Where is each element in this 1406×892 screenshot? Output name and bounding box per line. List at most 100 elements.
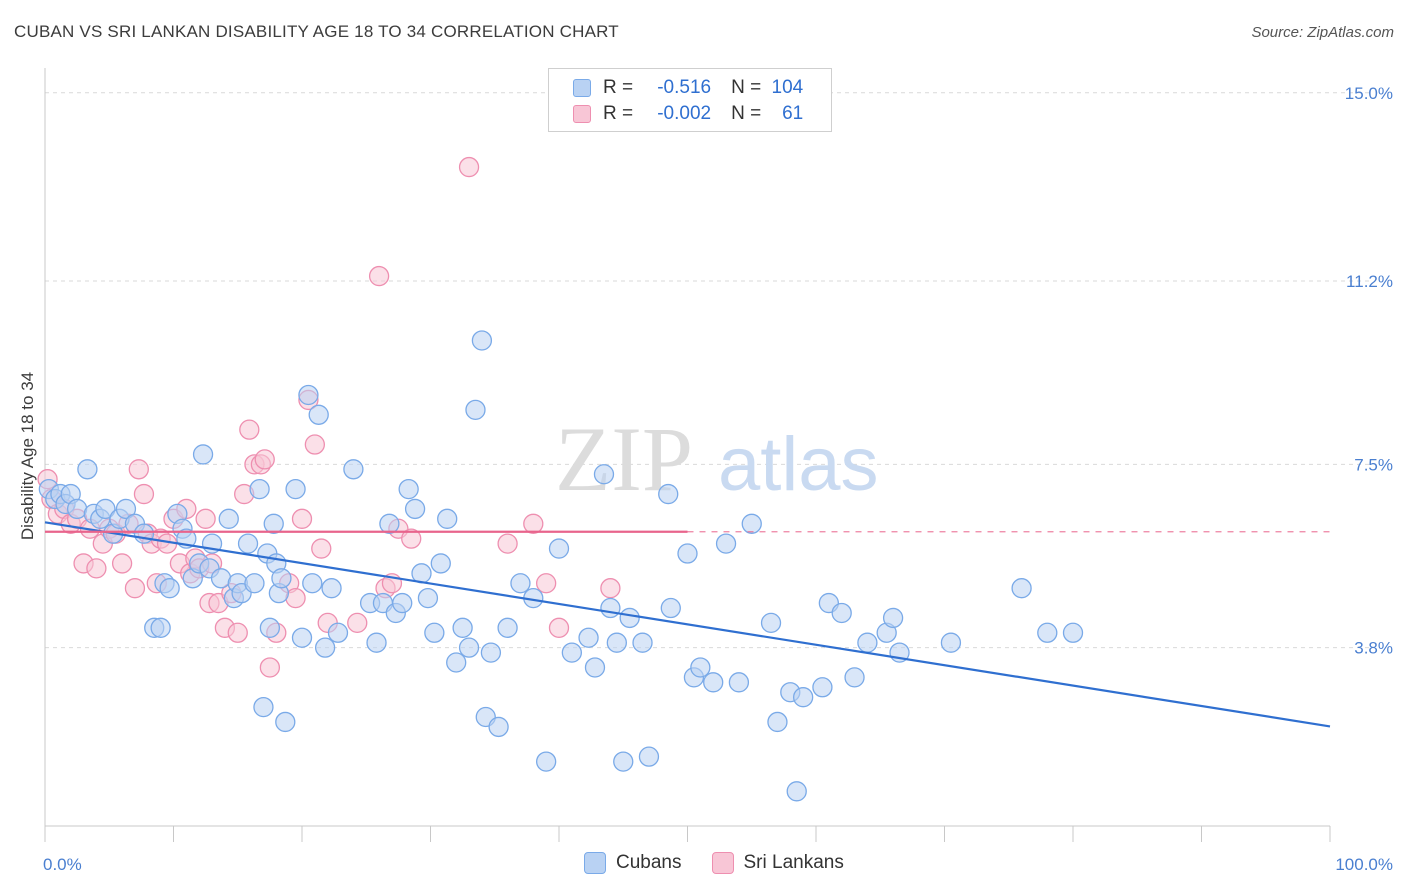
cubans-point	[660, 597, 681, 619]
cubans-legend-icon	[584, 852, 606, 874]
cubans-point	[638, 746, 660, 767]
cubans-point	[210, 568, 232, 589]
cubans-point	[465, 399, 486, 420]
cubans-point	[150, 617, 171, 638]
cubans-point	[497, 617, 518, 638]
sri-lankans-point	[254, 449, 275, 470]
sri-lankans-point	[600, 578, 621, 599]
cubans-point	[259, 617, 281, 638]
cubans-point	[244, 573, 265, 594]
cubans-point	[593, 464, 615, 485]
cubans-point	[115, 498, 137, 520]
axes	[44, 68, 1331, 842]
cubans-point	[703, 672, 724, 693]
sri-lankans-point	[536, 573, 557, 594]
sri-lankans-point	[368, 265, 390, 287]
cubans-point	[857, 632, 878, 653]
n-label: N =	[731, 77, 762, 98]
cubans-point	[430, 553, 451, 574]
sri-lankans-point	[497, 533, 518, 554]
cubans-point	[510, 573, 531, 594]
cubans-point	[1011, 578, 1032, 599]
cubans-point	[613, 751, 634, 772]
sri-lankans-point	[133, 483, 155, 505]
y-tick-label: 3.8%	[1354, 639, 1393, 658]
cubans-point	[253, 696, 274, 718]
cubans-point	[728, 672, 750, 693]
n-value: 104	[771, 77, 804, 98]
sri-lankans-point	[523, 513, 544, 534]
cubans-point	[1062, 622, 1084, 643]
cubans-point	[366, 632, 387, 653]
tick-labels: 3.8% 7.5% 11.2% 15.0% 0.0% 100.0% Disability A…	[18, 84, 1393, 874]
y-tick-label: 15.0%	[1345, 84, 1393, 103]
source-label: Source: ZipAtlas.com	[1251, 24, 1394, 41]
sri-lankans-point	[458, 156, 480, 178]
sri-lankans-point	[259, 657, 281, 678]
sri-lankans-point	[239, 419, 260, 440]
cubans-point	[249, 478, 270, 500]
cubans-point	[831, 602, 852, 624]
cubans-point	[424, 622, 445, 643]
r-label: R =	[603, 77, 634, 98]
cubans-point	[632, 632, 653, 653]
cubans-trend-line	[44, 521, 1331, 728]
cubans-point	[1037, 622, 1058, 643]
cubans-point	[452, 617, 473, 638]
watermark: ZIP atlas	[555, 408, 879, 510]
cubans-point	[285, 478, 306, 500]
cubans-point	[192, 444, 214, 465]
sri-lankans-point	[347, 612, 368, 634]
y-tick-label: 11.2%	[1346, 272, 1393, 291]
sri-lankans-point	[548, 617, 570, 638]
cubans-point	[584, 657, 606, 678]
chart-title: CUBAN VS SRI LANKAN DISABILITY AGE 18 TO…	[14, 22, 619, 41]
cubans-point	[760, 612, 782, 634]
cubans-point	[844, 667, 865, 688]
stats-legend: R = -0.516 N = 104 R = -0.002 N = 61	[548, 68, 832, 132]
cubans-point	[271, 568, 292, 589]
legend-item-sri-lankans[interactable]: Sri Lankans	[711, 852, 844, 874]
cubans-point	[77, 459, 98, 480]
cubans-point	[343, 459, 364, 480]
legend-item-cubans[interactable]: Cubans	[584, 852, 682, 874]
r-value: -0.516	[657, 77, 712, 98]
cubans-point	[321, 578, 342, 599]
cubans-point	[940, 632, 962, 653]
cubans-point	[263, 513, 284, 534]
cubans-point	[327, 622, 349, 643]
sri-lankans-point	[195, 508, 216, 529]
cubans-point	[302, 573, 323, 594]
cubans-point	[291, 627, 313, 648]
cubans-point	[404, 498, 426, 520]
trend-lines	[44, 521, 1331, 728]
cubans-point	[471, 330, 493, 351]
sri-lankans-point	[124, 578, 146, 599]
cubans-point	[298, 384, 319, 406]
cubans-point	[446, 652, 467, 673]
cubans-point	[488, 716, 509, 738]
x-tick-label: 100.0%	[1335, 855, 1393, 874]
cubans-point	[308, 404, 329, 425]
cubans-point	[66, 498, 88, 520]
cubans-point	[619, 607, 640, 629]
cubans-point	[379, 513, 400, 534]
cubans-point	[578, 627, 599, 648]
cubans-point	[417, 587, 439, 609]
sri-lankans-point	[111, 553, 133, 574]
cubans-point	[561, 642, 582, 663]
cubans-point	[606, 632, 627, 653]
cubans-point	[548, 538, 570, 559]
cubans-point	[767, 711, 788, 733]
cubans-point	[690, 657, 711, 678]
bottom-legend: Cubans Sri Lankans	[584, 852, 874, 874]
sri-lankans-swatch-icon	[573, 105, 591, 123]
cubans-point	[95, 498, 116, 520]
cubans-point	[159, 578, 180, 599]
y-axis-label: Disability Age 18 to 34	[18, 372, 37, 540]
cubans-point	[437, 508, 458, 529]
series-cubans-points	[38, 330, 1084, 802]
sri-lankans-point	[86, 558, 107, 579]
cubans-point	[133, 523, 155, 544]
